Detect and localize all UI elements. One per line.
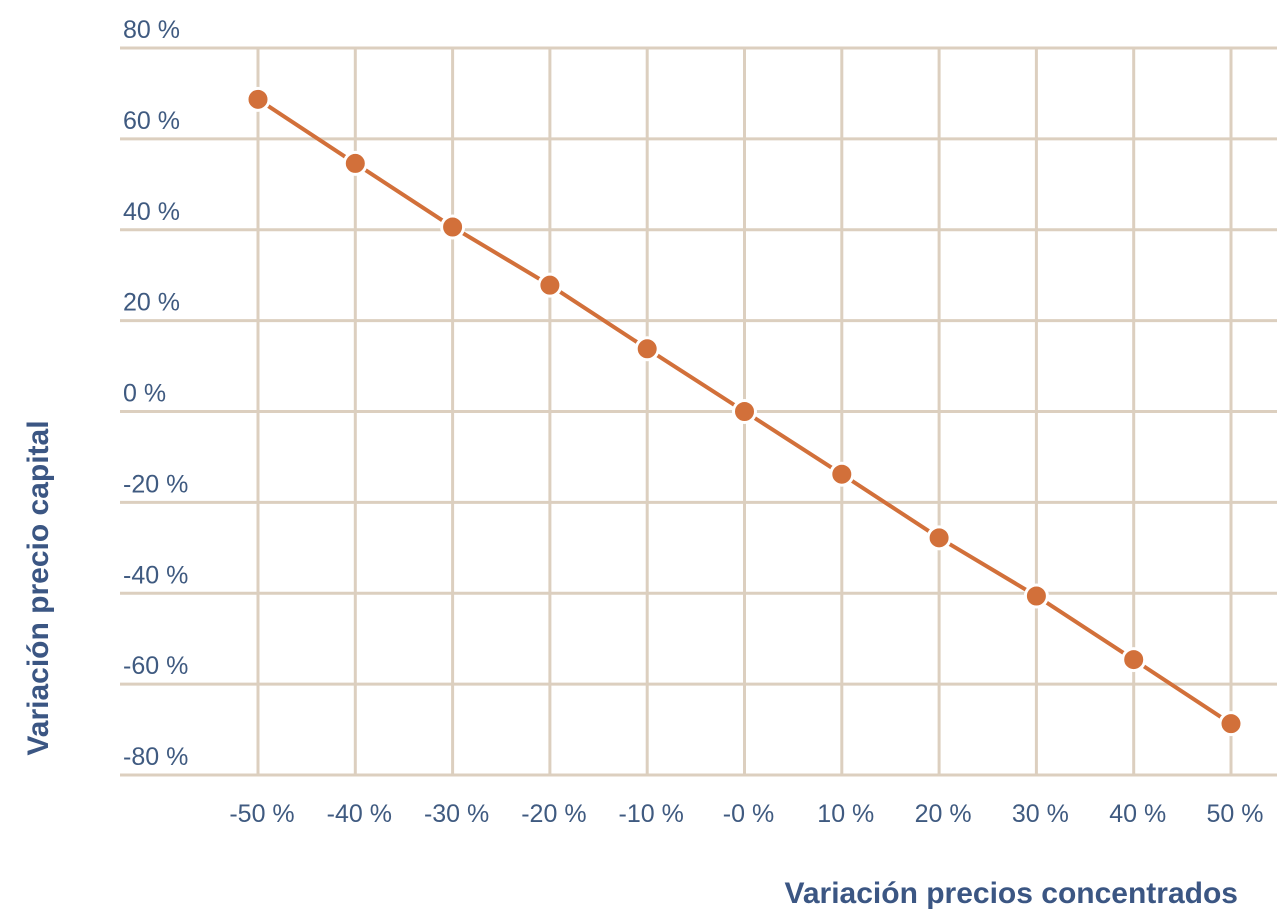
x-tick-label: -50 % bbox=[229, 800, 294, 828]
data-point bbox=[537, 272, 563, 298]
data-point bbox=[245, 86, 271, 112]
y-axis-title: Variación precio capital bbox=[22, 420, 55, 755]
y-tick-label: -40 % bbox=[123, 561, 188, 589]
data-point bbox=[829, 461, 855, 487]
x-tick-label: 20 % bbox=[915, 800, 972, 828]
y-tick-label: -20 % bbox=[123, 470, 188, 498]
data-point bbox=[732, 399, 757, 424]
x-tick-label: -0 % bbox=[723, 800, 774, 828]
x-tick-label: 50 % bbox=[1207, 800, 1264, 828]
y-tick-label: 60 % bbox=[123, 107, 180, 135]
x-tick-label: -20 % bbox=[521, 800, 586, 828]
y-tick-label: 40 % bbox=[123, 198, 180, 226]
data-point bbox=[1218, 711, 1244, 737]
y-tick-label: 20 % bbox=[123, 289, 180, 317]
data-point bbox=[926, 525, 952, 551]
data-point bbox=[634, 336, 660, 362]
x-tick-label: -30 % bbox=[424, 800, 489, 828]
x-tick-label: 40 % bbox=[1109, 800, 1166, 828]
x-tick-label: 30 % bbox=[1012, 800, 1069, 828]
y-tick-label: -80 % bbox=[123, 743, 188, 771]
x-tick-label: -40 % bbox=[327, 800, 392, 828]
y-tick-label: 0 % bbox=[123, 380, 166, 408]
x-axis-tick-labels: -50 % -40 % -30 % -20 % -10 % -0 % 10 % 20 % 30 … bbox=[229, 800, 1263, 828]
data-point bbox=[1023, 583, 1049, 609]
x-axis-title: Variación precios concentrados bbox=[784, 877, 1238, 910]
data-point bbox=[440, 214, 466, 240]
series-layer bbox=[245, 86, 1244, 737]
y-tick-label: -60 % bbox=[123, 652, 188, 680]
x-tick-label: 10 % bbox=[817, 800, 874, 828]
data-point bbox=[1121, 647, 1147, 673]
y-tick-label: 80 % bbox=[123, 16, 180, 44]
x-tick-label: -10 % bbox=[619, 800, 684, 828]
horizontal-gridlines bbox=[120, 46, 1277, 777]
y-axis-tick-labels: 80 % 60 % 40 % 20 % 0 % -20 % -40 % -60 % -80 % bbox=[123, 16, 188, 771]
data-point bbox=[342, 150, 368, 176]
